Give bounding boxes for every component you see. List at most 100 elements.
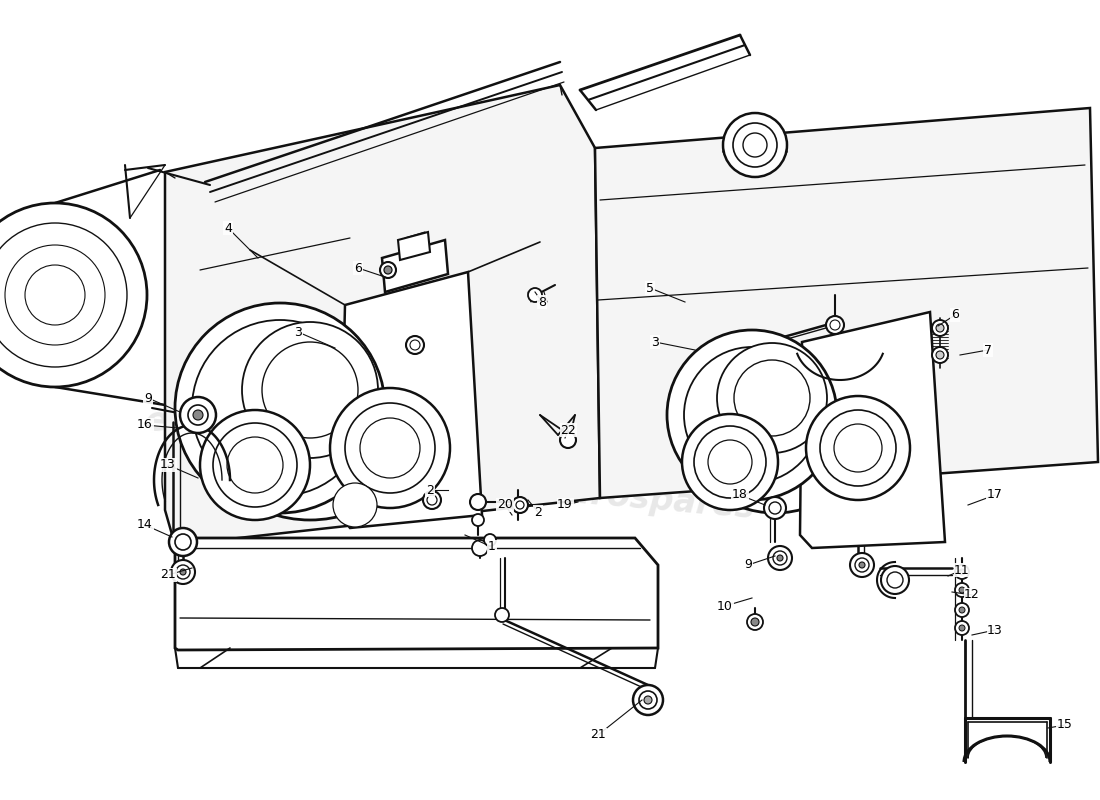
Circle shape — [6, 245, 104, 345]
Circle shape — [773, 551, 786, 565]
Circle shape — [192, 410, 204, 420]
Circle shape — [932, 347, 948, 363]
Circle shape — [516, 501, 524, 509]
Circle shape — [175, 534, 191, 550]
Circle shape — [0, 203, 147, 387]
Circle shape — [723, 113, 786, 177]
Circle shape — [472, 514, 484, 526]
Circle shape — [639, 691, 657, 709]
Circle shape — [777, 555, 783, 561]
Circle shape — [955, 565, 969, 579]
Text: 13: 13 — [161, 458, 176, 471]
Text: 6: 6 — [952, 309, 959, 322]
Circle shape — [667, 330, 837, 500]
Circle shape — [826, 316, 844, 334]
Circle shape — [384, 266, 392, 274]
Circle shape — [806, 396, 910, 500]
Circle shape — [169, 528, 197, 556]
Circle shape — [751, 618, 759, 626]
Circle shape — [955, 583, 969, 597]
Circle shape — [333, 483, 377, 527]
Text: 6: 6 — [354, 262, 362, 274]
Polygon shape — [398, 232, 430, 260]
Circle shape — [747, 614, 763, 630]
Text: 1: 1 — [488, 541, 496, 554]
Circle shape — [936, 324, 944, 332]
Circle shape — [180, 397, 216, 433]
Circle shape — [632, 685, 663, 715]
Text: 13: 13 — [987, 623, 1003, 637]
Circle shape — [175, 303, 385, 513]
Circle shape — [734, 360, 810, 436]
Text: 21: 21 — [590, 729, 606, 742]
Circle shape — [472, 540, 488, 556]
Text: 4: 4 — [224, 222, 232, 234]
Circle shape — [936, 351, 944, 359]
Circle shape — [262, 342, 358, 438]
Circle shape — [345, 403, 434, 493]
Circle shape — [959, 625, 965, 631]
Text: 9: 9 — [144, 391, 152, 405]
Polygon shape — [165, 85, 600, 545]
Polygon shape — [340, 272, 482, 528]
Circle shape — [484, 534, 496, 546]
Circle shape — [180, 569, 186, 575]
Text: 11: 11 — [954, 563, 970, 577]
Polygon shape — [800, 312, 945, 548]
Text: 18: 18 — [733, 489, 748, 502]
Circle shape — [959, 587, 965, 593]
Circle shape — [684, 347, 820, 483]
Circle shape — [850, 553, 875, 577]
Circle shape — [0, 223, 126, 367]
Circle shape — [170, 560, 195, 584]
Text: 9: 9 — [744, 558, 752, 571]
Circle shape — [955, 603, 969, 617]
Circle shape — [644, 696, 652, 704]
Text: eurospares: eurospares — [543, 474, 757, 526]
Circle shape — [512, 497, 528, 513]
Circle shape — [959, 607, 965, 613]
Text: 20: 20 — [497, 498, 513, 511]
Circle shape — [410, 340, 420, 350]
Circle shape — [188, 405, 208, 425]
Circle shape — [932, 320, 948, 336]
Circle shape — [769, 502, 781, 514]
Circle shape — [470, 494, 486, 510]
Circle shape — [694, 426, 766, 498]
Text: 17: 17 — [987, 489, 1003, 502]
Circle shape — [528, 288, 542, 302]
Circle shape — [855, 558, 869, 572]
Circle shape — [379, 262, 396, 278]
Text: 2: 2 — [535, 506, 542, 518]
Text: 3: 3 — [294, 326, 301, 338]
Ellipse shape — [200, 320, 420, 520]
Circle shape — [682, 414, 778, 510]
Circle shape — [406, 336, 424, 354]
Circle shape — [360, 418, 420, 478]
Circle shape — [733, 123, 777, 167]
Circle shape — [859, 562, 865, 568]
Polygon shape — [382, 240, 448, 292]
Circle shape — [424, 491, 441, 509]
Circle shape — [887, 572, 903, 588]
Circle shape — [768, 546, 792, 570]
Circle shape — [959, 569, 965, 575]
Circle shape — [830, 320, 840, 330]
Ellipse shape — [682, 343, 868, 513]
Circle shape — [176, 565, 190, 579]
Text: 2: 2 — [426, 483, 433, 497]
Circle shape — [200, 410, 310, 520]
Circle shape — [820, 410, 896, 486]
Polygon shape — [175, 538, 658, 650]
Text: 3: 3 — [651, 335, 659, 349]
Text: 15: 15 — [1057, 718, 1072, 731]
Circle shape — [881, 566, 909, 594]
Text: 14: 14 — [138, 518, 153, 531]
Circle shape — [427, 495, 437, 505]
Text: 8: 8 — [538, 295, 546, 309]
Text: 12: 12 — [964, 589, 980, 602]
Text: 10: 10 — [717, 599, 733, 613]
Circle shape — [495, 608, 509, 622]
Polygon shape — [595, 108, 1098, 498]
Text: 21: 21 — [161, 569, 176, 582]
